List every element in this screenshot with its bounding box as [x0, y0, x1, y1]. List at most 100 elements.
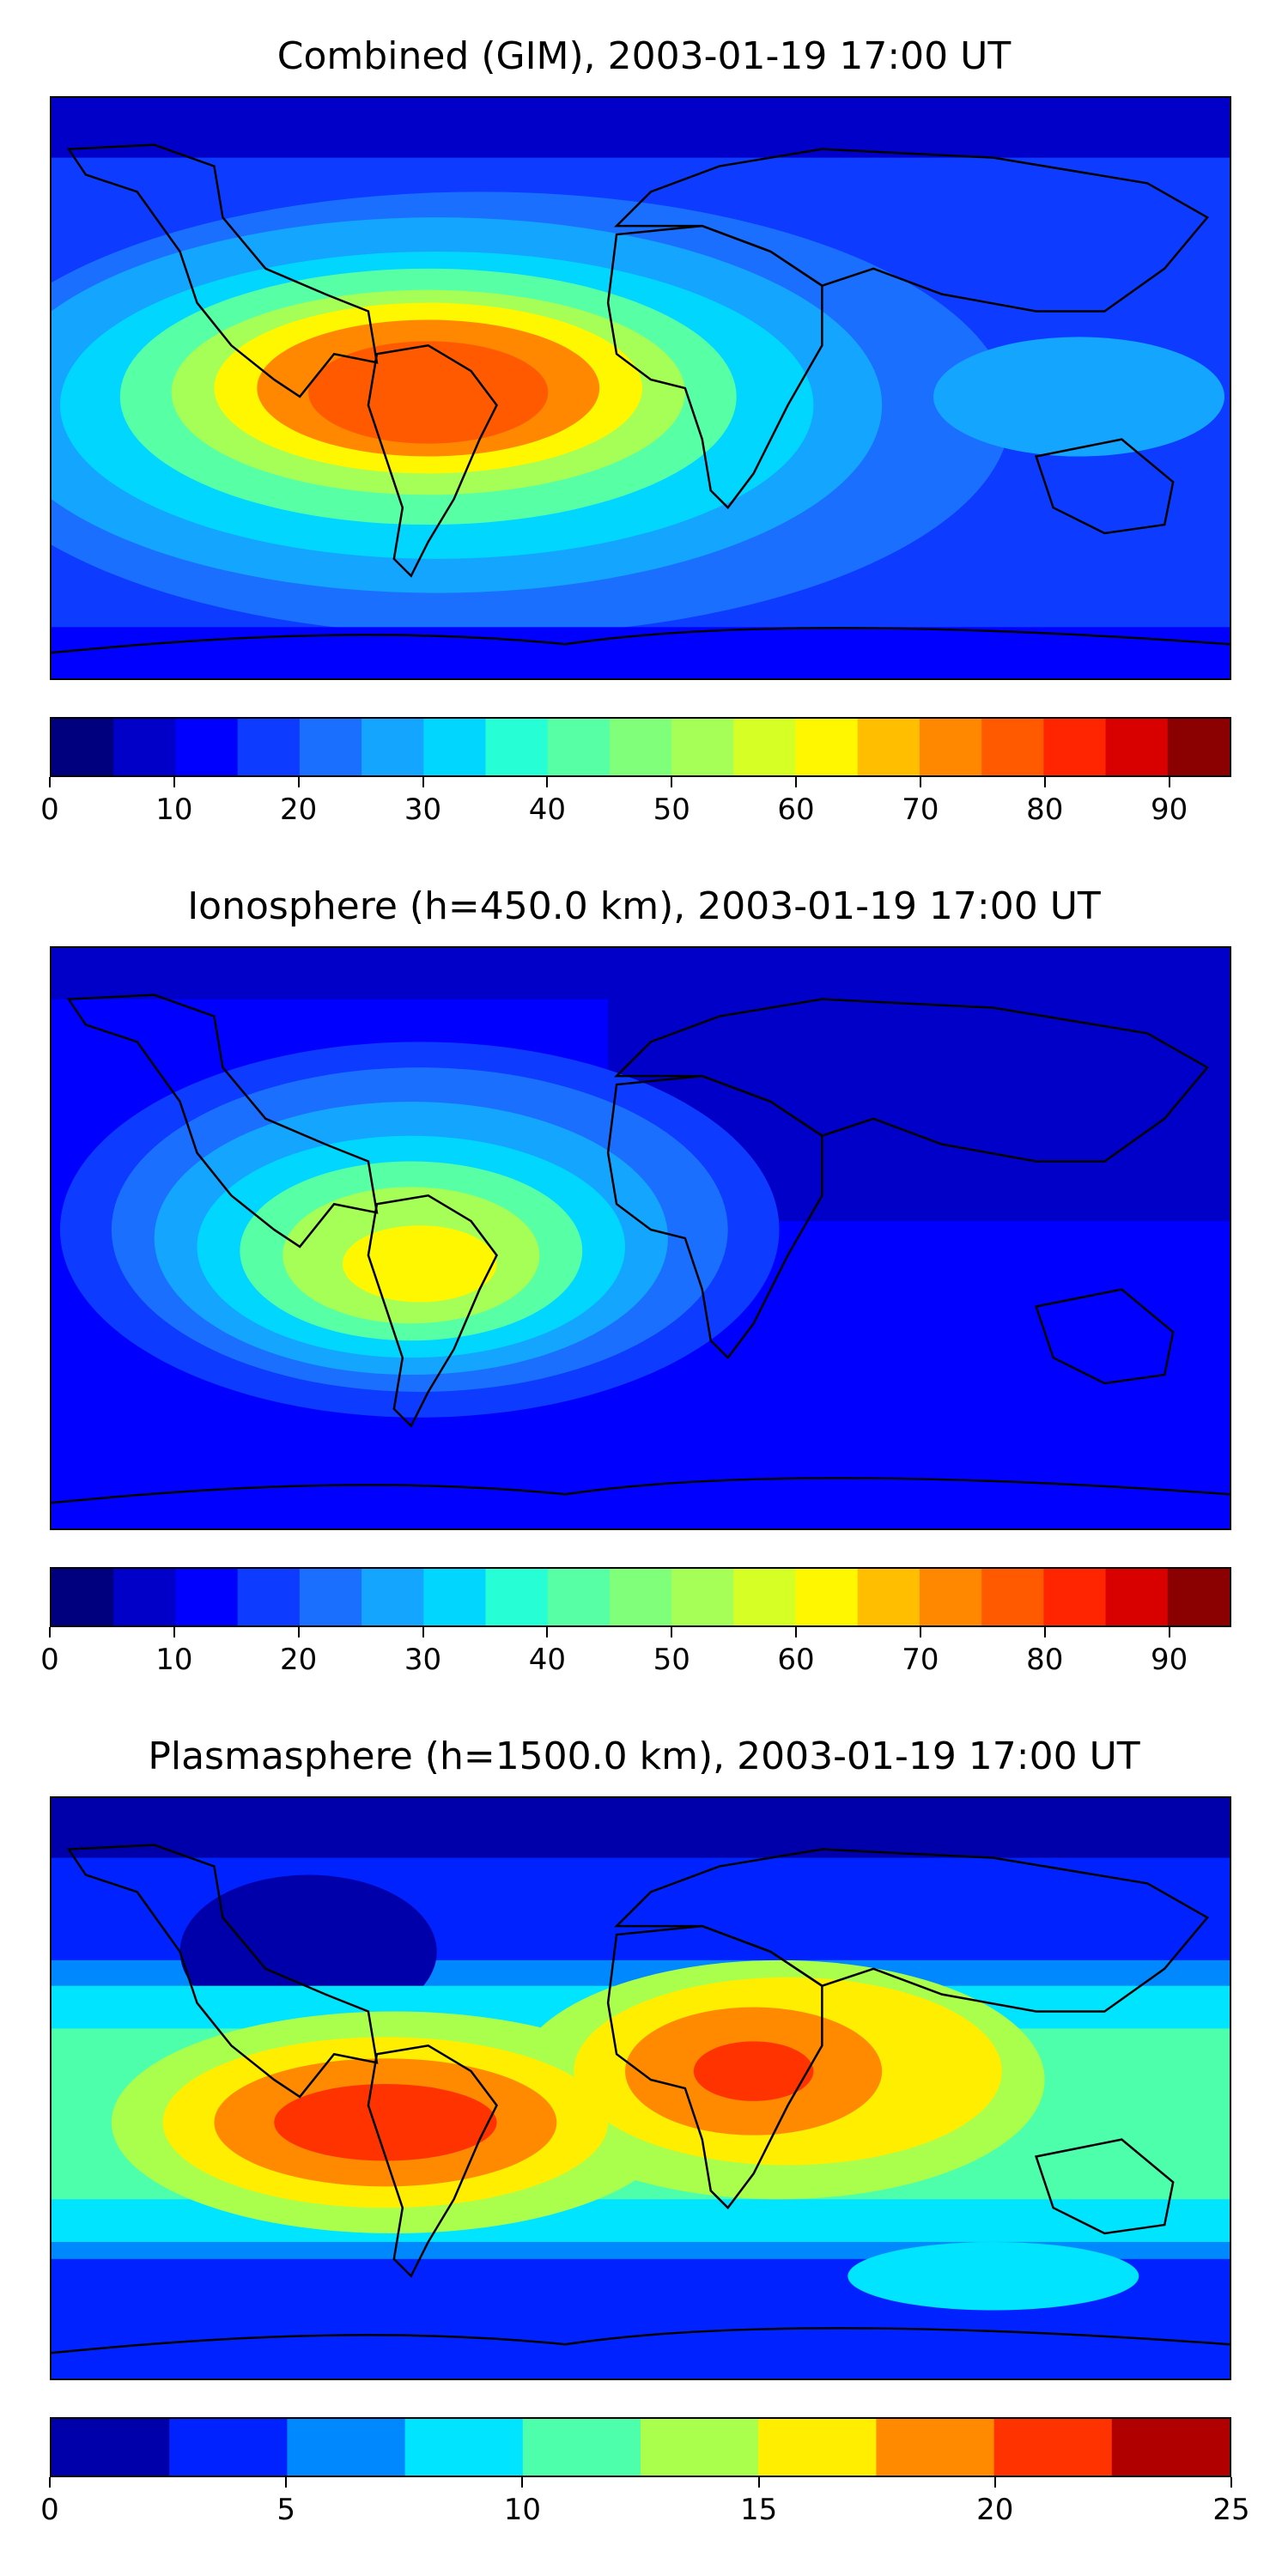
colorbar-segment [981, 1569, 1044, 1625]
colorbar-tick-label: 90 [1150, 1643, 1188, 1677]
colorbar-segment [113, 1569, 177, 1625]
colorbar-tick [795, 1627, 798, 1637]
panel-1-colorbar-ticks: 0 10 20 30 40 50 60 70 80 90 [40, 777, 1231, 829]
colorbar-tick [49, 1627, 51, 1637]
colorbar-segment [641, 2419, 759, 2476]
colorbar-tick-label: 80 [1026, 1643, 1064, 1677]
panel-1-map-svg [52, 98, 1230, 678]
colorbar-tick-label: 50 [653, 1643, 690, 1677]
colorbar-segment [795, 1569, 859, 1625]
colorbar-tick-label: 0 [40, 2493, 59, 2527]
colorbar-tick-label: 20 [976, 2493, 1014, 2527]
colorbar-segment [547, 1569, 611, 1625]
colorbar-tick-label: 20 [280, 793, 318, 827]
colorbar-segment [919, 1569, 982, 1625]
continent-outline-icon [52, 143, 1230, 654]
continent-outline-icon [52, 993, 1230, 1504]
colorbar-segment [485, 719, 549, 775]
colorbar-tick-label: 30 [404, 793, 442, 827]
colorbar-tick [757, 2477, 760, 2488]
colorbar-segment [857, 1569, 920, 1625]
colorbar-tick-label: 40 [528, 1643, 566, 1677]
colorbar-segment [795, 719, 859, 775]
colorbar-segment [237, 719, 301, 775]
panel-2-colorbar-ticks: 0 10 20 30 40 50 60 70 80 90 [40, 1627, 1231, 1679]
colorbar-tick-label: 90 [1150, 793, 1188, 827]
panel-2-colorbar [50, 1567, 1231, 1627]
colorbar-tick [546, 777, 549, 787]
colorbar-segment [671, 719, 734, 775]
colorbar-segment [1105, 719, 1169, 775]
colorbar-tick-label: 10 [503, 2493, 542, 2527]
colorbar-tick-label: 20 [280, 1643, 318, 1677]
colorbar-segment [361, 719, 424, 775]
colorbar-segment [299, 1569, 362, 1625]
colorbar-tick-label: 60 [777, 1643, 815, 1677]
colorbar-segment [609, 719, 672, 775]
colorbar-tick-label: 40 [528, 793, 566, 827]
panel-3-map [50, 1796, 1231, 2380]
colorbar-segment [1167, 1569, 1230, 1625]
colorbar-segment [361, 1569, 424, 1625]
colorbar-tick-label: 60 [777, 793, 815, 827]
colorbar-segment [1111, 2419, 1230, 2476]
colorbar-segment [423, 719, 487, 775]
colorbar-tick [546, 1627, 549, 1637]
colorbar-segment [857, 719, 920, 775]
colorbar-tick [919, 1627, 921, 1637]
panel-3-map-svg [52, 1798, 1230, 2379]
colorbar-tick [671, 1627, 673, 1637]
colorbar-tick [285, 2477, 288, 2488]
colorbar-tick-label: 70 [902, 793, 939, 827]
colorbar-segment [52, 1569, 114, 1625]
continent-outline-icon [52, 1844, 1230, 2354]
colorbar-tick [173, 1627, 175, 1637]
colorbar-segment [404, 2419, 524, 2476]
colorbar-segment [287, 2419, 406, 2476]
panel-2-map [50, 946, 1231, 1530]
colorbar-tick-label: 70 [902, 1643, 939, 1677]
colorbar-segment [113, 719, 177, 775]
colorbar-tick-label: 10 [155, 1643, 193, 1677]
panel-1-colorbar [50, 717, 1231, 777]
colorbar-tick [297, 777, 300, 787]
colorbar-tick [1230, 2477, 1232, 2488]
colorbar-segment [175, 719, 239, 775]
colorbar-tick [671, 777, 673, 787]
colorbar-tick [1043, 1627, 1046, 1637]
colorbar-tick [795, 777, 798, 787]
colorbar-segment [547, 719, 611, 775]
colorbar-tick [297, 1627, 300, 1637]
colorbar-tick-label: 5 [276, 2493, 296, 2527]
colorbar-segment [1043, 719, 1107, 775]
panel-2-map-svg [52, 948, 1230, 1528]
colorbar-segment [981, 719, 1044, 775]
colorbar-tick-label: 80 [1026, 793, 1064, 827]
colorbar-tick [1043, 777, 1046, 787]
colorbar-segment [1043, 1569, 1107, 1625]
colorbar-tick [993, 2477, 996, 2488]
colorbar-tick [1168, 777, 1170, 787]
panel-3-colorbar-svg [52, 2419, 1230, 2476]
panel-1-title: Combined (GIM), 2003-01-19 17:00 UT [276, 34, 1012, 78]
colorbar-tick-label: 30 [404, 1643, 442, 1677]
panel-3-colorbar-ticks: 0 5 10 15 20 25 [40, 2477, 1250, 2529]
colorbar-segment [175, 1569, 239, 1625]
colorbar-tick-label: 0 [40, 793, 59, 827]
panel-1-colorbar-svg [52, 719, 1230, 775]
panel-3-colorbar [50, 2417, 1231, 2477]
panel-2-colorbar-svg [52, 1569, 1230, 1625]
colorbar-segment [423, 1569, 487, 1625]
colorbar-segment [1105, 1569, 1169, 1625]
colorbar-segment [299, 719, 362, 775]
panel-3-title: Plasmasphere (h=1500.0 km), 2003-01-19 1… [148, 1735, 1140, 1778]
colorbar-tick-label: 50 [653, 793, 690, 827]
colorbar-segment [609, 1569, 672, 1625]
colorbar-segment [52, 719, 114, 775]
colorbar-segment [169, 2419, 288, 2476]
colorbar-tick [1168, 1627, 1170, 1637]
panel-2-title: Ionosphere (h=450.0 km), 2003-01-19 17:0… [187, 884, 1101, 928]
colorbar-segment [993, 2419, 1113, 2476]
colorbar-segment [52, 2419, 170, 2476]
panel-1-map [50, 96, 1231, 680]
